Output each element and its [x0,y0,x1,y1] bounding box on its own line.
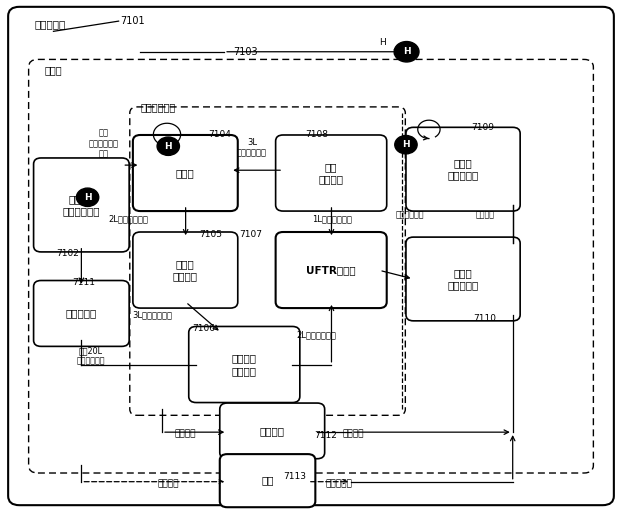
FancyBboxPatch shape [34,158,129,252]
Text: 1Lフラッシング: 1Lフラッシング [312,215,352,224]
Text: 抽液
回路排液: 抽液 回路排液 [318,162,344,184]
Text: 再起動要求: 再起動要求 [325,480,353,489]
Text: 水による
プライミング: 水による プライミング [63,194,100,216]
Text: 閉塞解消: 閉塞解消 [343,429,364,438]
Text: 7106: 7106 [192,324,215,333]
Text: 7113: 7113 [283,472,306,481]
Text: 7103: 7103 [233,47,258,57]
FancyBboxPatch shape [220,403,325,459]
Text: UFTR再循環: UFTR再循環 [307,265,356,275]
Text: 7108: 7108 [305,130,328,139]
FancyBboxPatch shape [220,454,315,507]
Text: 総計20L
フラッシング: 総計20L フラッシング [77,346,105,365]
Text: タンク排出: タンク排出 [66,308,97,318]
Text: 3Lフラッシング: 3Lフラッシング [132,310,173,319]
Text: 透析液
タンク上限: 透析液 タンク上限 [447,268,479,290]
Text: H: H [84,193,91,202]
Circle shape [395,136,417,154]
Text: 内部素洗浄: 内部素洗浄 [35,19,66,29]
Text: 7104: 7104 [208,130,231,139]
Text: 液体準備
回路排液: 液体準備 回路排液 [232,353,257,376]
Text: H: H [402,140,410,149]
Text: 休止要求: 休止要求 [157,480,179,489]
Text: H: H [403,47,411,56]
Text: タンク空: タンク空 [475,210,494,220]
Text: 故障検出: 故障検出 [175,429,197,438]
Text: 7112: 7112 [314,431,337,440]
Circle shape [157,137,179,156]
FancyBboxPatch shape [406,127,520,211]
Text: 流路
プライミング
済み: 流路 プライミング 済み [88,129,118,159]
Text: 7110: 7110 [473,314,496,323]
Circle shape [394,41,419,62]
Text: 2Lフラッシング: 2Lフラッシング [296,331,336,339]
FancyBboxPatch shape [188,327,300,402]
FancyBboxPatch shape [29,59,593,473]
Text: 7111: 7111 [72,278,95,287]
FancyBboxPatch shape [133,232,238,308]
FancyBboxPatch shape [8,7,614,505]
Text: 透析液
回路排液: 透析液 回路排液 [173,259,198,281]
FancyBboxPatch shape [130,107,406,415]
Text: 故障復帰: 故障復帰 [260,426,285,436]
Text: 7101: 7101 [120,16,144,26]
Text: 再循環: 再循環 [176,168,195,178]
Text: 流体回路洗浄: 流体回路洗浄 [141,102,175,112]
Text: 3L
フラッシング: 3L フラッシング [237,138,267,158]
Text: タンク満タン: タンク満タン [396,210,425,220]
Text: 休止: 休止 [261,476,274,486]
Text: 7102: 7102 [57,249,80,258]
Text: モニタ: モニタ [44,65,62,75]
Text: H: H [164,142,172,151]
Text: 透析液
タンク上限: 透析液 タンク上限 [447,158,479,180]
FancyBboxPatch shape [276,232,387,308]
Text: 2Lフラッシング: 2Lフラッシング [108,215,148,224]
Text: 7109: 7109 [471,123,494,132]
Text: H: H [379,38,386,47]
FancyBboxPatch shape [133,135,238,211]
Circle shape [77,188,99,206]
Text: 7105: 7105 [199,230,222,239]
FancyBboxPatch shape [34,281,129,347]
FancyBboxPatch shape [406,237,520,321]
Text: 7107: 7107 [239,230,262,239]
FancyBboxPatch shape [276,135,387,211]
